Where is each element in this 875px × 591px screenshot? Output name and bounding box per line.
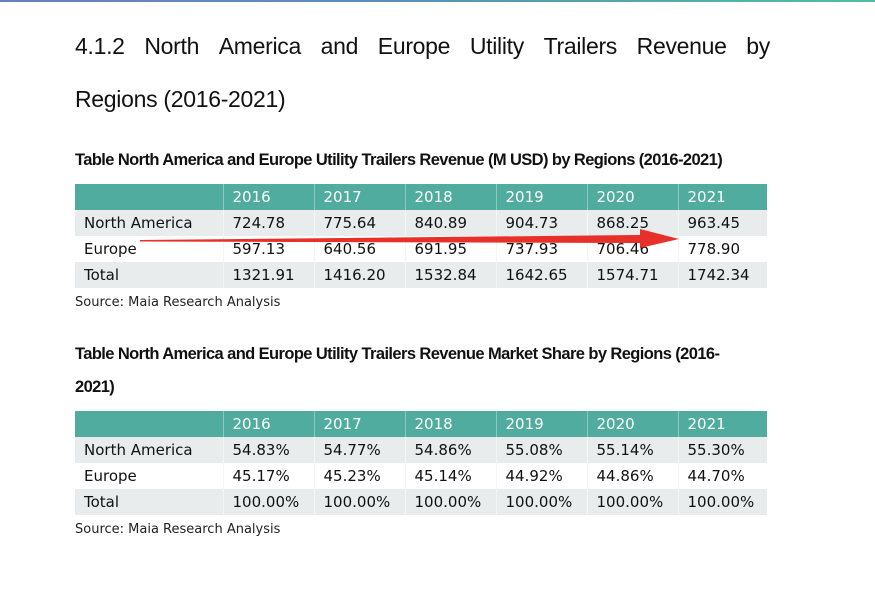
- header-cell: [75, 411, 223, 437]
- header-cell: 2019: [495, 184, 587, 210]
- title-word: North: [144, 33, 200, 59]
- table-cell: 1321.91: [222, 262, 314, 288]
- revenue-table-source: Source: Maia Research Analysis: [75, 295, 281, 310]
- row-label: Europe: [84, 467, 137, 485]
- table-cell: 1742.34: [677, 262, 767, 288]
- table-cell: 1532.84: [404, 262, 496, 288]
- table-cell: 100.00%: [677, 489, 767, 515]
- table-row: Europe 597.13 640.56 691.95 737.93 706.4…: [75, 236, 767, 262]
- table-cell: 55.14%: [586, 437, 678, 463]
- table-cell: 55.30%: [677, 437, 767, 463]
- table-cell: 45.17%: [222, 463, 314, 489]
- table-cell: 1642.65: [495, 262, 587, 288]
- table-header-row: 2016 2017 2018 2019 2020 2021: [75, 411, 767, 437]
- header-cell: 2017: [313, 411, 405, 437]
- table-cell: 55.08%: [495, 437, 587, 463]
- table-row: North America 54.83% 54.77% 54.86% 55.08…: [75, 437, 767, 463]
- table-cell: 100.00%: [586, 489, 678, 515]
- title-word: Europe: [377, 33, 451, 59]
- header-cell: 2020: [586, 411, 678, 437]
- header-cell: 2017: [313, 184, 405, 210]
- table-cell: 840.89: [404, 210, 496, 236]
- table-cell: 100.00%: [313, 489, 405, 515]
- table-cell: 1574.71: [586, 262, 678, 288]
- table-cell: 100.00%: [495, 489, 587, 515]
- row-label: North America: [84, 214, 193, 232]
- row-label: North America: [84, 441, 193, 459]
- header-cell: 2016: [222, 411, 314, 437]
- table-cell: 724.78: [222, 210, 314, 236]
- table-cell: 691.95: [404, 236, 496, 262]
- table-cell: 963.45: [677, 210, 767, 236]
- table-cell: 44.70%: [677, 463, 767, 489]
- revenue-table: 2016 2017 2018 2019 2020 2021 North Amer…: [75, 184, 767, 288]
- table-cell: 597.13: [222, 236, 314, 262]
- table-cell: 706.46: [586, 236, 678, 262]
- table-cell: 44.92%: [495, 463, 587, 489]
- table-cell: 54.86%: [404, 437, 496, 463]
- top-gradient-bar: [0, 0, 875, 2]
- table-cell: 778.90: [677, 236, 767, 262]
- title-word: America: [218, 33, 302, 59]
- table-cell: 640.56: [313, 236, 405, 262]
- header-cell: [75, 184, 223, 210]
- header-cell: 2018: [404, 411, 496, 437]
- header-cell: 2016: [222, 184, 314, 210]
- row-label: Total: [84, 266, 120, 284]
- table-cell: 44.86%: [586, 463, 678, 489]
- header-cell: 2021: [677, 184, 767, 210]
- table-cell: 54.77%: [313, 437, 405, 463]
- section-title-line1: 4.1.2 North America and Europe Utility T…: [75, 33, 770, 60]
- table-row: North America 724.78 775.64 840.89 904.7…: [75, 210, 767, 236]
- revenue-table-caption: Table North America and Europe Utility T…: [75, 151, 723, 169]
- table-cell: 868.25: [586, 210, 678, 236]
- share-table-caption-line2: 2021): [75, 378, 115, 396]
- title-word: Revenue: [636, 33, 727, 59]
- table-header-row: 2016 2017 2018 2019 2020 2021: [75, 184, 767, 210]
- header-cell: 2020: [586, 184, 678, 210]
- title-word: Utility: [469, 33, 524, 59]
- title-word: 4.1.2: [75, 33, 125, 59]
- title-word: Trailers: [543, 33, 618, 59]
- table-row: Total 100.00% 100.00% 100.00% 100.00% 10…: [75, 489, 767, 515]
- table-cell: 737.93: [495, 236, 587, 262]
- table-cell: 54.83%: [222, 437, 314, 463]
- table-cell: 100.00%: [404, 489, 496, 515]
- section-title-line2: Regions (2016-2021): [75, 86, 286, 112]
- share-table-caption-line1: Table North America and Europe Utility T…: [75, 345, 720, 363]
- header-cell: 2019: [495, 411, 587, 437]
- table-cell: 45.23%: [313, 463, 405, 489]
- share-table-source: Source: Maia Research Analysis: [75, 522, 281, 537]
- table-cell: 1416.20: [313, 262, 405, 288]
- title-word: by: [746, 33, 770, 59]
- row-label: Total: [84, 493, 120, 511]
- header-cell: 2021: [677, 411, 767, 437]
- table-cell: 904.73: [495, 210, 587, 236]
- table-cell: 775.64: [313, 210, 405, 236]
- table-cell: 100.00%: [222, 489, 314, 515]
- title-word: and: [320, 33, 359, 59]
- table-row: Total 1321.91 1416.20 1532.84 1642.65 15…: [75, 262, 767, 288]
- header-cell: 2018: [404, 184, 496, 210]
- table-cell: 45.14%: [404, 463, 496, 489]
- share-table: 2016 2017 2018 2019 2020 2021 North Amer…: [75, 411, 767, 515]
- row-label: Europe: [84, 240, 137, 258]
- table-row: Europe 45.17% 45.23% 45.14% 44.92% 44.86…: [75, 463, 767, 489]
